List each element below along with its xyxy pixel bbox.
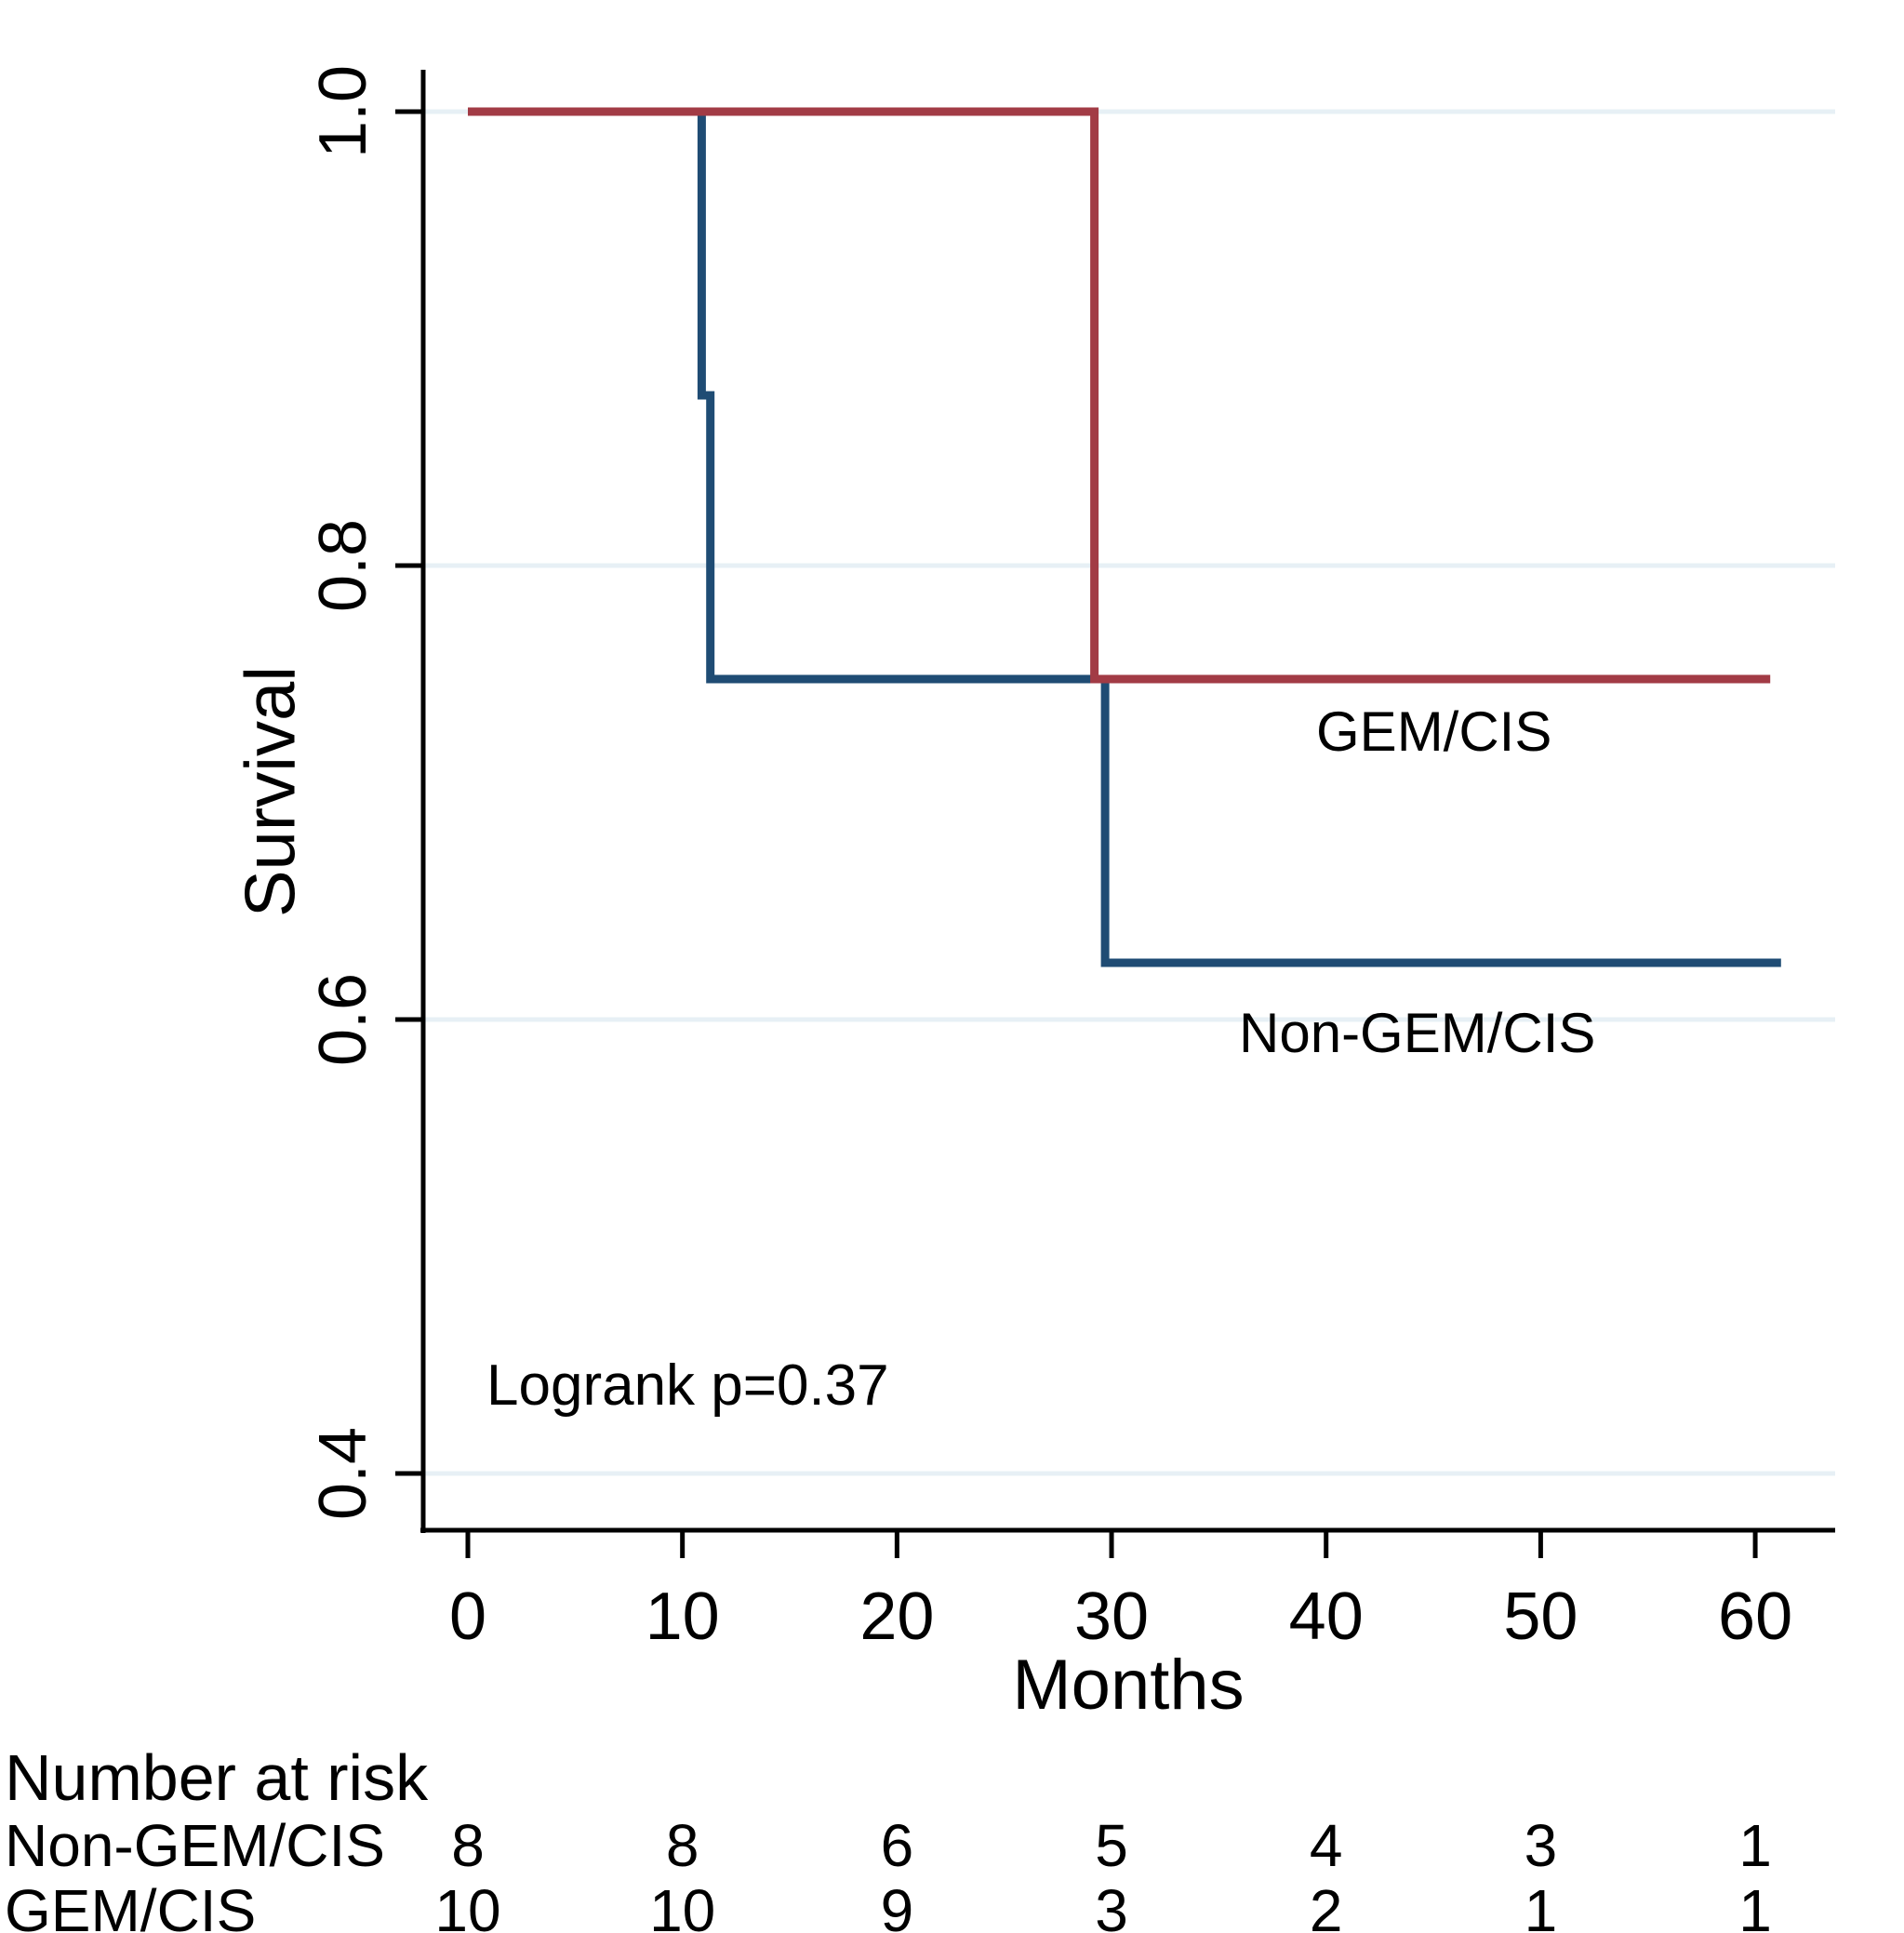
risk-value: 1	[1525, 1877, 1558, 1933]
x-tick-label-20: 20	[859, 1580, 934, 1654]
y-tick-label-0.8: 0.8	[306, 519, 380, 612]
risk-row-label: GEM/CIS	[5, 1877, 256, 1933]
logrank-annotation: Logrank p=0.37	[486, 1353, 889, 1418]
x-tick-labels: 0 10 20 30 40 50 60	[449, 1580, 1792, 1654]
risk-row-non-gem-cis: Non-GEM/CIS 8 8 6 5 4 3 1	[5, 1812, 1772, 1879]
x-tick-label-30: 30	[1074, 1580, 1149, 1654]
series-label-non-gem-cis: Non-GEM/CIS	[1239, 1002, 1595, 1064]
x-tick-label-10: 10	[646, 1580, 720, 1654]
risk-value: 1	[1738, 1812, 1772, 1879]
survival-curves	[468, 107, 1781, 967]
risk-value: 3	[1525, 1812, 1558, 1879]
risk-value: 6	[881, 1812, 914, 1879]
y-tick-label-1: 1.0	[306, 65, 380, 158]
series-label-gem-cis: GEM/CIS	[1316, 700, 1551, 763]
axes	[420, 70, 1835, 1533]
y-tick-label-0.6: 0.6	[306, 973, 380, 1066]
y-axis-title: Survival	[232, 666, 311, 917]
y-tick-label-0.4: 0.4	[306, 1427, 380, 1520]
curve-gem-cis	[468, 107, 1771, 684]
gridlines	[423, 109, 1835, 1476]
risk-value: 8	[451, 1812, 485, 1879]
risk-value: 9	[881, 1877, 914, 1933]
risk-value: 1	[1738, 1877, 1772, 1933]
y-tick-marks	[395, 109, 423, 1476]
risk-value: 3	[1095, 1877, 1128, 1933]
risk-value: 2	[1310, 1877, 1343, 1933]
x-tick-label-60: 60	[1718, 1580, 1792, 1654]
x-tick-marks	[465, 1530, 1758, 1558]
risk-row-gem-cis: GEM/CIS 10 10 9 3 2 1 1	[5, 1877, 1772, 1933]
risk-value: 4	[1310, 1812, 1343, 1879]
x-tick-label-0: 0	[449, 1580, 486, 1654]
x-axis-title: Months	[1012, 1646, 1244, 1725]
risk-value: 10	[434, 1877, 500, 1933]
y-tick-labels: 1.0 0.8 0.6 0.4	[306, 65, 380, 1520]
x-tick-label-40: 40	[1289, 1580, 1364, 1654]
risk-value: 10	[649, 1877, 715, 1933]
risk-row-label: Non-GEM/CIS	[5, 1812, 385, 1879]
risk-table-title: Number at risk	[5, 1741, 429, 1814]
x-tick-label-50: 50	[1503, 1580, 1578, 1654]
risk-value: 5	[1095, 1812, 1128, 1879]
curve-non-gem-cis	[468, 107, 1781, 967]
risk-value: 8	[666, 1812, 699, 1879]
